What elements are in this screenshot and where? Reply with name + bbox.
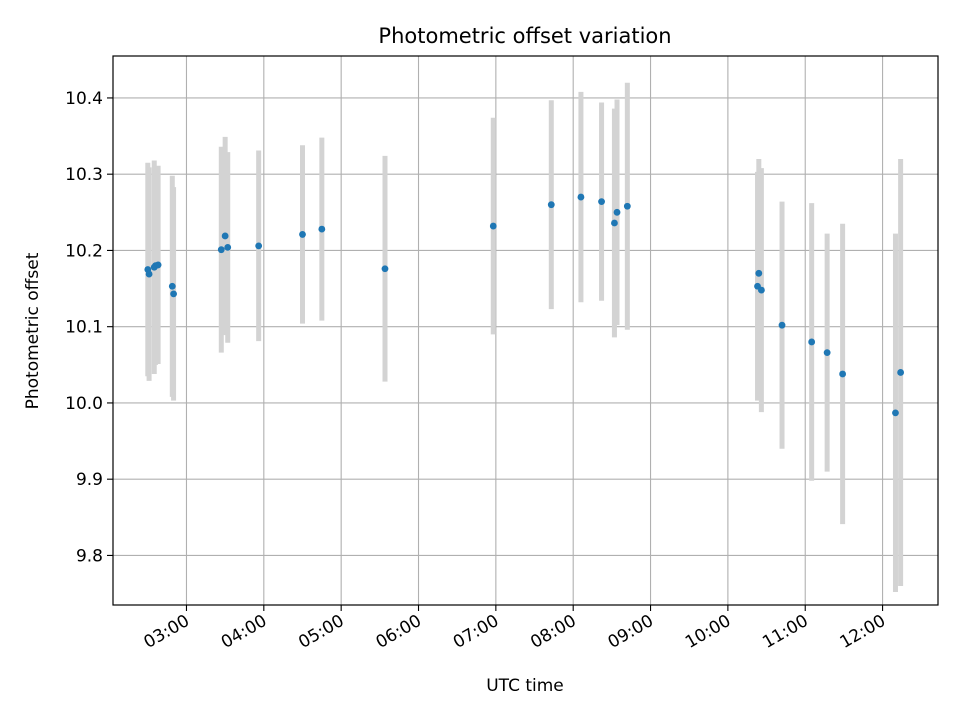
data-point xyxy=(892,409,899,417)
data-point xyxy=(547,201,555,209)
y-tick-label: 10.1 xyxy=(65,318,103,338)
plot-frame xyxy=(112,55,939,606)
y-tick-label: 10.0 xyxy=(65,394,103,414)
grid-lines xyxy=(113,56,938,605)
data-point xyxy=(318,225,326,233)
data-point xyxy=(170,290,177,298)
data-point xyxy=(489,222,497,230)
data-point xyxy=(154,261,162,269)
y-axis-ticks: 9.8 9.9 10.0 10.1 10.2 10.3 10.4 xyxy=(65,89,113,566)
y-tick-label: 9.8 xyxy=(76,546,103,566)
data-point xyxy=(897,369,905,376)
data-point xyxy=(839,370,847,378)
y-axis-label: Photometric offset xyxy=(23,252,43,409)
y-tick-label: 9.9 xyxy=(76,470,103,490)
data-point xyxy=(299,231,306,238)
data-point xyxy=(808,338,816,346)
data-point xyxy=(145,270,153,278)
data-point xyxy=(381,265,389,273)
x-axis-label: UTC time xyxy=(486,676,564,696)
data-point xyxy=(598,198,605,206)
data-point xyxy=(221,232,229,240)
data-point xyxy=(823,349,831,357)
data-point xyxy=(778,321,786,329)
data-point xyxy=(623,202,631,210)
data-point xyxy=(577,193,585,201)
y-tick-label: 10.4 xyxy=(65,89,103,109)
data-point xyxy=(757,286,765,294)
data-point xyxy=(613,208,621,216)
y-tick-label: 10.2 xyxy=(65,241,103,261)
data-point xyxy=(611,219,618,227)
y-tick-label: 10.3 xyxy=(65,165,103,185)
chart-title: Photometric offset variation xyxy=(378,24,671,48)
data-points xyxy=(144,193,905,417)
data-point xyxy=(168,282,176,290)
data-point xyxy=(217,246,225,254)
data-point xyxy=(255,242,263,250)
data-point xyxy=(755,269,763,277)
data-point xyxy=(224,243,232,251)
